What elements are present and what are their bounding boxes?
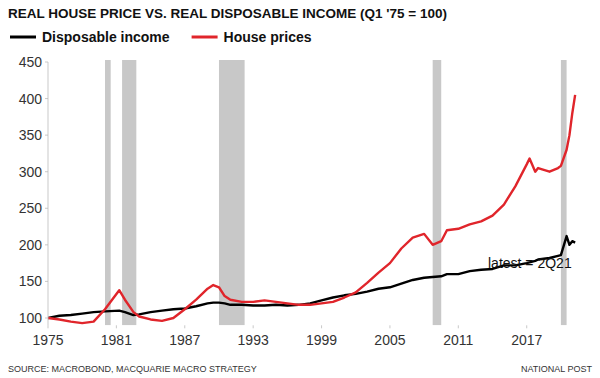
y-tick: [45, 317, 48, 318]
y-tick: [45, 135, 48, 136]
x-tick-label: 2005: [374, 332, 405, 348]
chart-svg: REAL HOUSE PRICE VS. REAL DISPOSABLE INC…: [0, 0, 600, 378]
y-tick-label: 450: [19, 54, 43, 70]
shaded-period: [105, 60, 111, 325]
y-tick: [45, 244, 48, 245]
y-tick: [45, 281, 48, 282]
x-tick: [253, 325, 254, 328]
y-tick-label: 150: [19, 273, 43, 289]
legend-label: House prices: [224, 29, 312, 45]
y-tick: [45, 98, 48, 99]
legend-swatch: [192, 36, 218, 39]
annotation: latest = 2Q21: [488, 255, 572, 271]
legend-swatch: [10, 36, 36, 39]
chart-root: REAL HOUSE PRICE VS. REAL DISPOSABLE INC…: [0, 0, 600, 378]
y-tick: [45, 171, 48, 172]
x-tick: [458, 325, 459, 328]
legend-label: Disposable income: [42, 29, 170, 45]
y-axis-line: [48, 62, 49, 325]
x-tick-label: 1987: [169, 332, 200, 348]
y-tick: [45, 208, 48, 209]
shaded-period: [433, 60, 442, 325]
x-tick-label: 2011: [443, 332, 473, 348]
y-tick-label: 350: [19, 127, 43, 143]
y-tick-label: 250: [19, 200, 43, 216]
y-tick-label: 100: [19, 310, 43, 326]
y-tick-label: 200: [19, 237, 43, 253]
x-tick: [321, 325, 322, 328]
y-tick-label: 400: [19, 91, 43, 107]
x-tick-label: 1975: [32, 332, 63, 348]
x-tick: [389, 325, 390, 328]
x-tick: [184, 325, 185, 328]
shaded-period: [561, 60, 567, 325]
source: SOURCE: MACROBOND, MACQUARIE MACRO STRAT…: [8, 364, 257, 374]
x-tick: [526, 325, 527, 328]
shaded-period: [219, 60, 245, 325]
x-tick-label: 1993: [238, 332, 269, 348]
x-tick: [48, 325, 49, 328]
x-tick-label: 1999: [306, 332, 337, 348]
x-tick-label: 2017: [511, 332, 542, 348]
plot-area: [48, 60, 575, 325]
credit: NATIONAL POST: [521, 364, 593, 374]
title: REAL HOUSE PRICE VS. REAL DISPOSABLE INC…: [8, 6, 447, 21]
x-tick: [116, 325, 117, 328]
x-tick-label: 1981: [101, 332, 132, 348]
y-tick: [45, 62, 48, 63]
shaded-period: [122, 60, 136, 325]
y-tick-label: 300: [19, 164, 43, 180]
series-line: [48, 95, 575, 323]
